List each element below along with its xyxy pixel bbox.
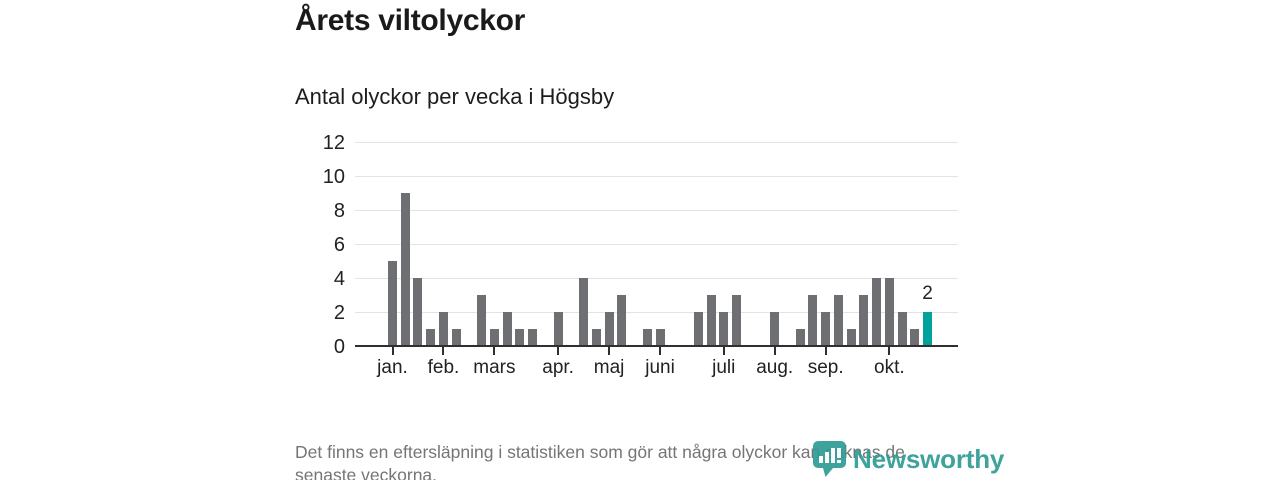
x-axis-month-label: feb. — [427, 357, 460, 378]
bar-week — [451, 329, 461, 346]
bar-week — [477, 295, 487, 346]
bar-week — [655, 329, 665, 346]
x-axis-month-label: apr. — [542, 357, 574, 378]
bar-week — [515, 329, 525, 346]
gridline-y-4 — [355, 278, 958, 279]
bar-week — [821, 312, 831, 346]
y-axis-tick-label: 8 — [333, 200, 345, 222]
bar-week — [833, 295, 843, 346]
x-axis-month-label: sep. — [807, 357, 844, 378]
bar-week — [528, 329, 538, 346]
bar-week — [706, 295, 716, 346]
bar-week — [438, 312, 448, 346]
x-axis-month-label: okt. — [874, 357, 905, 378]
bar-week — [808, 295, 818, 346]
y-axis-tick-label: 0 — [333, 336, 345, 358]
bar-week — [795, 329, 805, 346]
x-axis-tick — [493, 347, 496, 355]
bar-week — [897, 312, 907, 346]
bar-week — [579, 278, 589, 346]
bar-week — [731, 295, 741, 346]
bar-week — [693, 312, 703, 346]
x-axis-month-label: mars — [473, 357, 516, 378]
x-axis-tick — [773, 347, 776, 355]
x-axis-tick — [659, 347, 662, 355]
x-axis-tick — [557, 347, 560, 355]
bar-week — [719, 312, 729, 346]
bar-week — [502, 312, 512, 346]
y-axis-tick-label: 10 — [322, 166, 345, 188]
gridline-y-8 — [355, 210, 958, 211]
x-axis-month-label: juni — [645, 357, 675, 378]
x-axis-line — [355, 345, 958, 347]
bar-week — [489, 329, 499, 346]
newsworthy-logo-text: Newsworthy — [853, 443, 1005, 474]
gridline-y-6 — [355, 244, 958, 245]
bar-week — [770, 312, 780, 346]
chart-subtitle: Antal olyckor per vecka i Högsby — [295, 84, 615, 109]
bar-week-highlighted — [923, 312, 933, 346]
x-axis-month-label: aug. — [756, 357, 794, 378]
bar-week — [426, 329, 436, 346]
x-axis-tick — [824, 347, 827, 355]
x-axis-month-label: jan. — [377, 357, 408, 378]
x-axis-tick — [442, 347, 445, 355]
gridline-y-10 — [355, 176, 958, 177]
bar-week — [413, 278, 423, 346]
y-axis-tick-label: 6 — [333, 234, 345, 256]
y-axis-tick-label: 2 — [333, 302, 345, 324]
footnote: Det finns en eftersläpning i statistiken… — [295, 441, 905, 480]
x-axis-tick — [608, 347, 611, 355]
bar-week — [591, 329, 601, 346]
bar-week — [617, 295, 627, 346]
bar-week — [859, 295, 869, 346]
bar-week — [553, 312, 563, 346]
gridline-y-12 — [355, 142, 958, 143]
bar-week — [910, 329, 920, 346]
bar-week — [388, 261, 397, 346]
x-axis-tick — [722, 347, 725, 355]
newsworthy-speech-bubble-chart-icon — [813, 441, 846, 477]
x-axis-month-label: juli — [712, 357, 736, 378]
chart-title: Årets viltolyckor — [295, 4, 525, 37]
bar-week — [846, 329, 856, 346]
bar-week — [400, 193, 410, 346]
footnote-line1: Det finns en eftersläpning i statistiken… — [295, 442, 905, 462]
bar-week — [884, 278, 894, 346]
highlight-value-label: 2 — [922, 283, 933, 304]
x-axis-tick — [888, 347, 891, 355]
gridline-y-2 — [355, 312, 958, 313]
y-axis-tick-label: 12 — [322, 132, 345, 154]
x-axis-tick — [391, 347, 394, 355]
newsworthy-logo: Newsworthy — [812, 439, 1004, 479]
footnote-line2: senaste veckorna. — [295, 465, 438, 480]
bar-week — [872, 278, 882, 346]
x-axis-month-label: maj — [593, 357, 625, 378]
bar-week — [642, 329, 652, 346]
bar-week — [604, 312, 614, 346]
y-axis-tick-label: 4 — [333, 268, 345, 290]
